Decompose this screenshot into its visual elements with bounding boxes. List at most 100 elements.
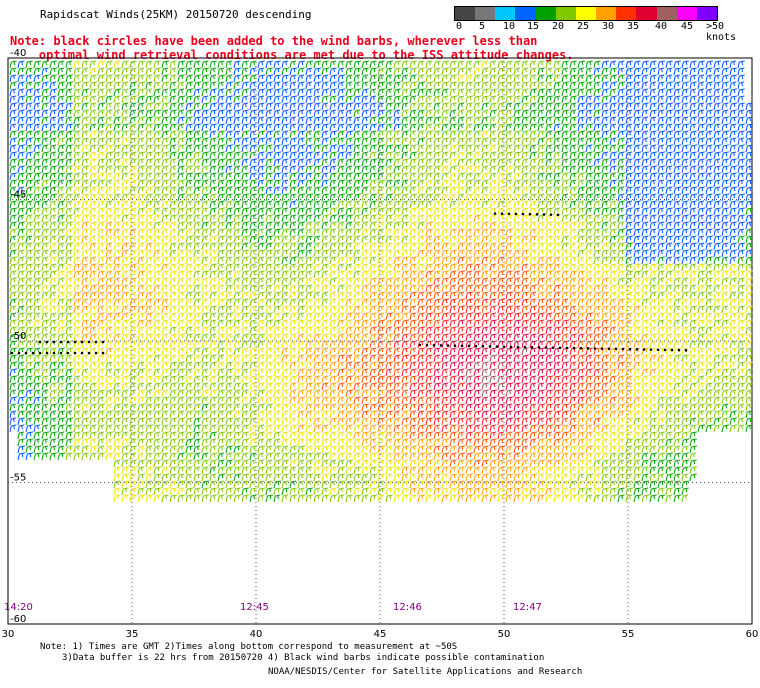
wind-barb [497, 67, 506, 76]
wind-barb [73, 116, 81, 125]
wind-barb [673, 396, 681, 405]
wind-barb [49, 354, 57, 363]
wind-barb [545, 200, 553, 209]
wind-barb [649, 95, 657, 104]
wind-barb [329, 277, 337, 286]
wind-barb [225, 102, 233, 111]
wind-barb [401, 60, 409, 69]
wind-barb [569, 95, 577, 104]
wind-barb [521, 60, 529, 69]
wind-barb [305, 326, 313, 335]
wind-barb [353, 291, 361, 300]
wind-barb [457, 207, 465, 216]
wind-barb [65, 67, 73, 76]
wind-barb [505, 424, 513, 433]
wind-barb [401, 256, 410, 265]
wind-barb [57, 319, 65, 328]
wind-barb [633, 368, 641, 377]
wind-barb [409, 361, 417, 370]
wind-barb [473, 368, 481, 377]
wind-barb [721, 312, 729, 321]
wind-barb [473, 158, 481, 167]
wind-barb [329, 403, 337, 412]
wind-barb [745, 284, 753, 293]
wind-barb [521, 249, 529, 258]
wind-barb [313, 347, 321, 356]
wind-barb [513, 284, 521, 293]
colorbar-swatch [656, 7, 677, 20]
wind-barb [177, 396, 185, 405]
wind-barb [161, 375, 169, 384]
wind-barb [33, 207, 41, 216]
wind-barb [713, 235, 721, 244]
wind-barb [313, 165, 321, 174]
wind-barb [457, 417, 465, 426]
wind-barb [409, 200, 417, 209]
wind-barb [321, 354, 329, 363]
wind-barb [97, 102, 105, 111]
wind-barb [225, 319, 233, 328]
wind-barb [233, 347, 241, 356]
wind-barb [665, 74, 673, 83]
wind-barb [633, 158, 641, 167]
wind-barb [177, 130, 185, 139]
wind-barb [113, 270, 121, 279]
wind-barb [657, 249, 665, 258]
wind-barb [713, 284, 721, 293]
wind-barb [177, 158, 185, 167]
wind-barb [457, 81, 465, 90]
wind-barb [465, 347, 473, 356]
wind-barb [577, 291, 585, 300]
wind-barb [177, 235, 185, 244]
wind-barb [465, 361, 473, 370]
wind-barb [273, 60, 281, 69]
wind-barb [145, 431, 153, 440]
wind-barb [609, 186, 617, 195]
wind-barb [721, 60, 729, 69]
wind-barb [89, 277, 97, 286]
wind-barb [9, 403, 17, 412]
wind-barb [257, 214, 265, 223]
wind-barb [193, 179, 201, 188]
wind-barb [505, 375, 513, 384]
wind-barb [169, 298, 177, 307]
wind-barb [193, 151, 201, 160]
wind-barb [545, 67, 553, 76]
wind-barb [433, 382, 441, 391]
wind-barb [625, 354, 633, 363]
wind-barb [505, 165, 513, 174]
wind-barb [737, 123, 745, 132]
wind-barb [681, 221, 689, 230]
wind-barb [729, 235, 737, 244]
wind-barb [729, 256, 737, 265]
wind-barb [745, 214, 753, 223]
wind-barb [617, 81, 625, 90]
wind-barb [409, 347, 417, 356]
wind-barb [25, 256, 33, 265]
wind-barb [305, 74, 313, 83]
wind-barb [289, 214, 297, 223]
wind-barb [273, 221, 281, 230]
wind-barb [417, 137, 425, 146]
wind-barb [609, 326, 617, 335]
wind-barb [153, 200, 161, 209]
wind-barb [577, 319, 585, 328]
wind-barb [417, 123, 425, 132]
wind-barb [497, 102, 505, 111]
wind-barb [41, 228, 49, 237]
wind-barb [577, 298, 585, 307]
wind-barb [505, 368, 514, 377]
wind-barb [681, 298, 689, 307]
wind-barb [81, 417, 89, 426]
wind-barb [25, 158, 33, 167]
wind-barb [729, 95, 737, 104]
wind-barb [17, 417, 25, 426]
wind-barb [41, 312, 49, 321]
wind-barb [345, 158, 353, 167]
wind-barb [465, 228, 473, 237]
wind-barb [41, 74, 49, 83]
wind-barb [257, 235, 265, 244]
wind-barb [153, 305, 161, 314]
wind-barb [649, 417, 657, 426]
wind-barb [369, 60, 377, 69]
